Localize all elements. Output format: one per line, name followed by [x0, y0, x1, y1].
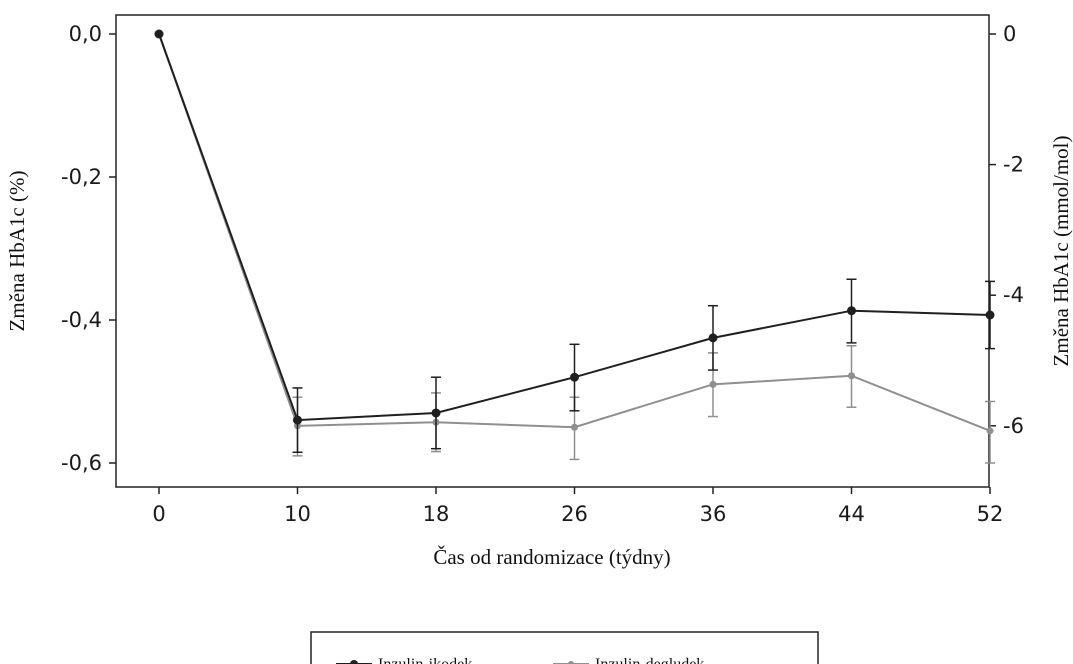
data-point-degludek [848, 372, 855, 380]
data-point-ikodek [293, 415, 302, 425]
data-point-degludek [986, 427, 994, 435]
x-tick-label: 10 [284, 502, 311, 526]
legend: Inzulin-ikodek Inzulin-degludek [310, 631, 819, 664]
x-tick-label: 44 [838, 502, 865, 526]
right-tick-label: -6 [1003, 414, 1024, 438]
data-point-ikodek [154, 29, 164, 39]
data-point-ikodek [708, 333, 718, 343]
legend-frame [310, 631, 819, 664]
x-axis: 0 10 18 26 36 44 52 [152, 487, 1003, 526]
data-point-degludek [709, 380, 717, 388]
right-axis: 0 -2 -4 -6 [989, 22, 1024, 438]
series-layer [154, 29, 995, 464]
data-point-ikodek [431, 408, 441, 418]
x-tick-label: 52 [977, 502, 1004, 526]
data-point-degludek [571, 423, 578, 431]
left-tick-label: -0,6 [61, 451, 102, 475]
data-point-ikodek [570, 372, 579, 382]
legend-label-degludek: Inzulin-degludek [595, 656, 704, 664]
legend-marker-degludek [568, 661, 574, 664]
legend-label-ikodek: Inzulin-ikodek [378, 656, 472, 664]
left-tick-label: -0,4 [61, 308, 102, 332]
legend-marker-ikodek [350, 660, 358, 664]
left-tick-label: 0,0 [69, 22, 102, 46]
right-tick-label: -4 [1003, 283, 1024, 307]
left-tick-label: -0,2 [61, 165, 102, 189]
plot-frame [115, 14, 990, 488]
x-axis-title: Čas od randomizace (týdny) [433, 545, 670, 569]
right-tick-label: 0 [1003, 22, 1016, 46]
y-axis-right-title: Změna HbA1c (mmol/mol) [1049, 136, 1073, 367]
data-point-ikodek [847, 306, 856, 316]
right-tick-label: -2 [1003, 153, 1024, 177]
x-tick-label: 0 [152, 502, 165, 526]
x-tick-label: 26 [561, 502, 588, 526]
x-tick-label: 18 [423, 502, 450, 526]
y-axis-left-title: Změna HbA1c (%) [5, 171, 29, 332]
x-tick-label: 36 [700, 502, 727, 526]
data-point-ikodek [985, 310, 995, 320]
left-axis: 0,0 -0,2 -0,4 -0,6 [61, 22, 116, 475]
